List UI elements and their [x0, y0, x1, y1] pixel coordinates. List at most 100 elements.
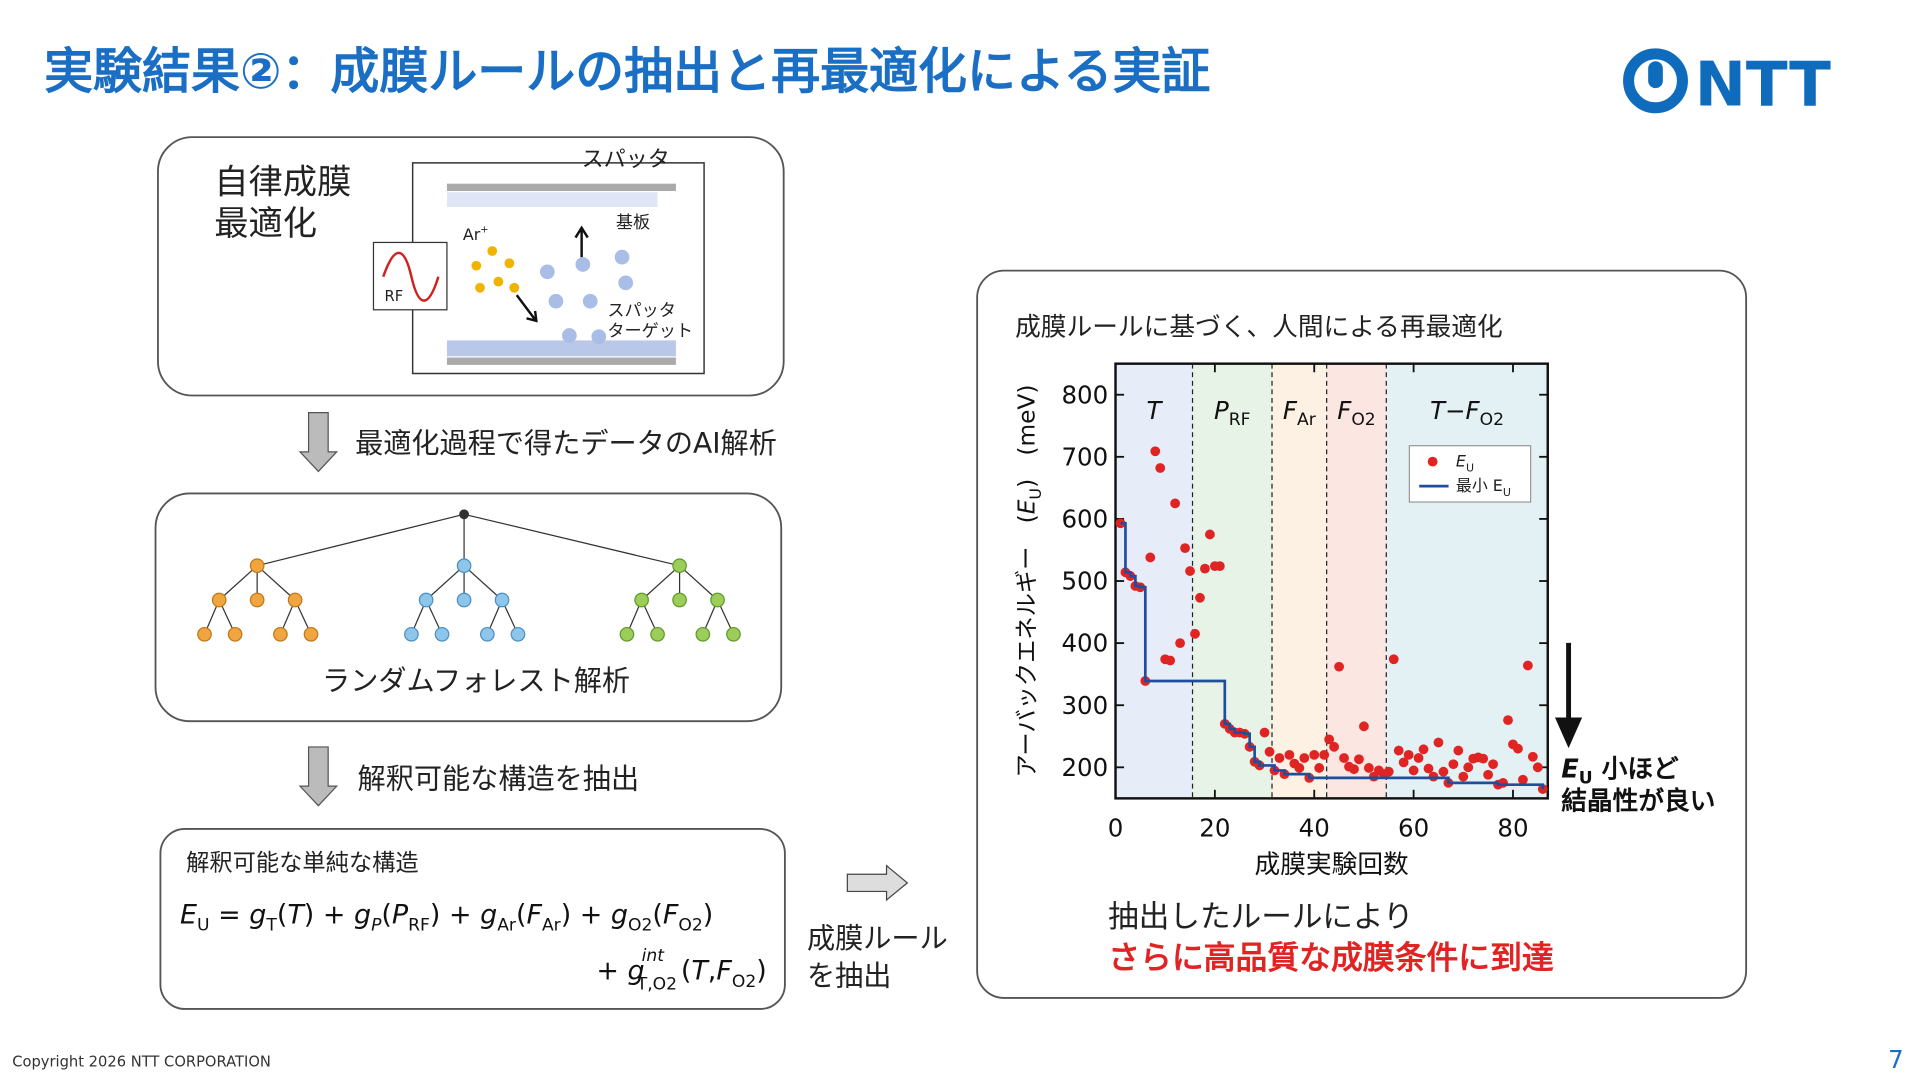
target-label: スパッタ	[607, 301, 676, 321]
legend-label: EU	[1456, 452, 1474, 475]
data-point	[1513, 743, 1523, 754]
equation-term: =	[210, 899, 250, 930]
equation-term: ) +	[430, 899, 480, 930]
forest	[197, 509, 741, 642]
logo-core	[1648, 61, 1663, 89]
data-point	[1155, 463, 1166, 473]
forest-panel	[154, 492, 783, 723]
tree-edge	[218, 565, 258, 601]
data-point	[1329, 741, 1340, 752]
down-step-arrow	[298, 746, 339, 807]
equation-term: g	[354, 899, 371, 930]
tree-edge	[679, 565, 718, 601]
y-tick-label: 500	[1061, 567, 1108, 596]
legend-marker	[1427, 456, 1438, 467]
tree-node	[634, 592, 649, 608]
y-tick-label: 200	[1061, 753, 1108, 782]
legend-sub: U	[1466, 461, 1474, 474]
slide-title: 実験結果②：成膜ルールの抽出と再最適化による実証	[44, 43, 1210, 100]
data-point	[1319, 750, 1330, 760]
data-point	[1522, 660, 1533, 671]
tree-node	[672, 592, 687, 608]
data-point	[1458, 771, 1469, 782]
sputter-label: スパッタ	[582, 148, 670, 173]
data-point	[1438, 766, 1449, 777]
step-label: 解釈可能な構造を抽出	[358, 763, 640, 796]
rf-label: RF	[384, 288, 403, 305]
equation-term: ) +	[561, 899, 611, 930]
tree-node	[480, 626, 495, 642]
data-point	[1294, 763, 1305, 773]
data-point	[1398, 757, 1409, 768]
data-point	[1393, 745, 1404, 756]
rule-label: を抽出	[807, 960, 891, 993]
tree-node	[418, 592, 434, 608]
tree-edge	[463, 513, 680, 567]
region-name: P	[1214, 396, 1229, 425]
logo-text: NTT	[1695, 49, 1831, 120]
equation-line: (T,FO2)	[681, 956, 767, 992]
data-point	[1205, 529, 1215, 540]
region-name: T−F	[1430, 396, 1480, 425]
tree-edge	[256, 565, 296, 601]
y-axis-label: アーバックエネルギー (EU) (meV)	[1014, 385, 1045, 778]
down-arrow	[515, 294, 538, 323]
annotation-part: E	[1561, 755, 1579, 785]
equation-term: U	[197, 916, 210, 936]
ions	[471, 246, 520, 293]
legend-label: 最小 EU	[1456, 476, 1511, 499]
ion: Ar	[463, 225, 481, 244]
tree-node	[227, 626, 243, 642]
panel-title: 自律成膜	[214, 162, 351, 202]
equation-term: g	[249, 899, 266, 930]
x-tick-label: 0	[1108, 813, 1124, 842]
equation-term: +	[596, 956, 627, 987]
atoms	[540, 249, 634, 345]
equation-term: (	[516, 899, 527, 930]
annotation: EU 小ほど	[1561, 755, 1679, 789]
y-axis-label-part: U	[1026, 488, 1045, 500]
data-point	[1115, 518, 1126, 529]
tree-node	[672, 558, 687, 574]
data-point	[1259, 727, 1270, 738]
tree-edge	[463, 565, 503, 601]
data-point	[1264, 746, 1275, 757]
data-point	[1349, 764, 1359, 775]
equation-term: Ar	[497, 916, 517, 936]
equation-line: + g	[596, 956, 644, 987]
legend-name: E	[1456, 452, 1467, 471]
chamber	[411, 162, 705, 375]
region	[1326, 363, 1387, 799]
equation-term: F	[663, 899, 679, 930]
tree-node	[434, 626, 450, 642]
region-sub: RF	[1229, 410, 1251, 430]
film	[446, 192, 658, 207]
equation-term: ) +	[304, 899, 354, 930]
data-point	[1503, 715, 1513, 726]
tree-node	[273, 626, 288, 642]
y-axis-label-part: アーバックエネルギー (	[1014, 514, 1041, 777]
equation-term: P	[371, 916, 382, 936]
tree-node	[650, 626, 665, 642]
data-point	[1309, 750, 1320, 760]
min-line	[1120, 521, 1545, 790]
data-point	[1388, 654, 1399, 665]
step-label: 最適化過程で得たデータのAI解析	[355, 427, 777, 460]
down-step-arrow	[298, 412, 339, 473]
data-point	[1423, 763, 1434, 774]
annotation-arrow	[1555, 642, 1583, 749]
data-point	[1180, 543, 1190, 554]
data-point	[1518, 774, 1528, 785]
rf-wave	[382, 251, 440, 302]
ion-label: Ar+	[463, 225, 489, 244]
tree-node	[459, 509, 469, 520]
equation-sup: int	[642, 946, 666, 966]
region-name: F	[1283, 396, 1298, 425]
data-point	[1359, 721, 1369, 732]
equation-term: (	[381, 899, 392, 930]
substrate-label: 基板	[616, 213, 650, 233]
data-point	[1527, 751, 1538, 762]
tree-node	[619, 626, 635, 642]
data-point	[1185, 566, 1195, 576]
